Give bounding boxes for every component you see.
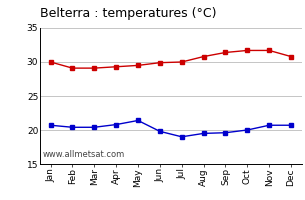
Text: Belterra : temperatures (°C): Belterra : temperatures (°C) [40,7,216,20]
Text: www.allmetsat.com: www.allmetsat.com [42,150,124,159]
